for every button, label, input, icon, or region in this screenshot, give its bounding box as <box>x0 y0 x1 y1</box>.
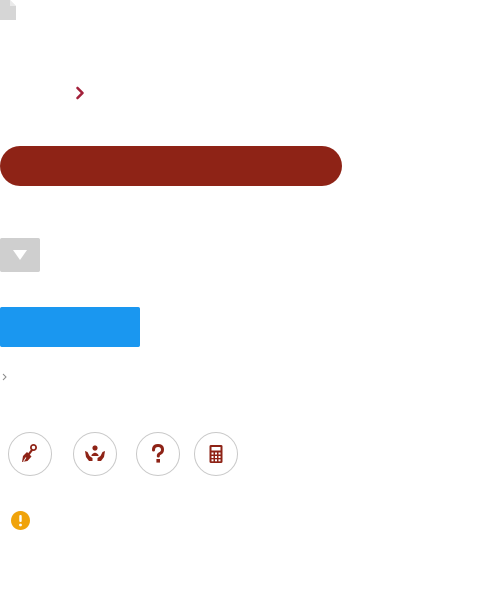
blue-action-button[interactable] <box>0 307 140 347</box>
file-icon <box>0 0 16 20</box>
calculator-button[interactable] <box>194 432 238 476</box>
dropdown-toggle-button[interactable] <box>0 238 40 272</box>
help-button[interactable] <box>136 432 180 476</box>
chevron-right-icon[interactable] <box>75 86 85 100</box>
caret-right-icon[interactable] <box>2 373 7 381</box>
exclamation-circle-icon <box>11 511 30 530</box>
hands-holding-person-icon <box>85 445 105 461</box>
primary-pill-button[interactable] <box>0 146 342 186</box>
calculator-icon <box>209 445 223 463</box>
question-icon <box>152 443 165 463</box>
paint-brush-icon <box>22 444 37 462</box>
caret-down-icon <box>13 250 27 260</box>
support-button[interactable] <box>73 432 117 476</box>
paint-brush-button[interactable] <box>8 432 52 476</box>
